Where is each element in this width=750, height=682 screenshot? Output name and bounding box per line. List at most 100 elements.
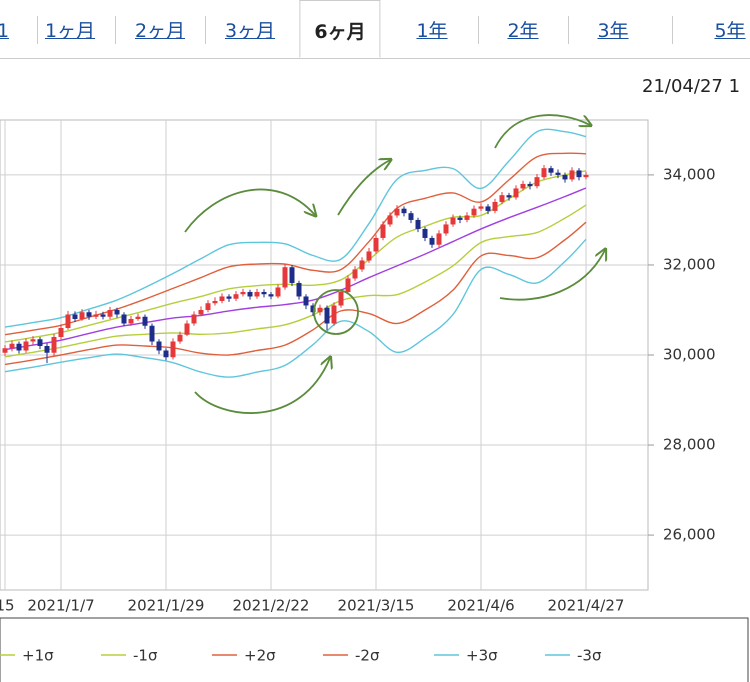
candle-body (492, 201, 498, 211)
candle-body (254, 291, 260, 297)
candles (2, 165, 589, 364)
candle-body (471, 208, 477, 216)
candle-body (86, 312, 92, 317)
candle-body (583, 174, 589, 178)
candle-body (401, 208, 407, 214)
candle-body (548, 168, 554, 173)
candle-body (58, 327, 64, 337)
highlight-circle (313, 289, 359, 335)
band-line (4, 187, 587, 351)
candle-body (513, 188, 519, 198)
candle-body (9, 343, 15, 349)
range-tab[interactable]: 6ヶ月 (299, 0, 381, 58)
annotations (184, 114, 605, 414)
tab-separator (205, 16, 206, 44)
band-line (4, 221, 587, 366)
arrow (494, 114, 590, 149)
range-tab[interactable]: 1年 (416, 20, 448, 42)
candle-body (282, 267, 288, 288)
candle-body (415, 219, 421, 229)
legend-label: -2σ (355, 647, 380, 665)
candle-body (562, 174, 568, 180)
candle-body (429, 237, 435, 245)
x-tick-label: 2021/1/7 (27, 597, 94, 615)
tab-separator (36, 16, 38, 44)
timestamp: 21/04/27 1 (642, 76, 741, 97)
candle-body (219, 296, 225, 301)
candle-body (506, 195, 512, 198)
candle-body (422, 228, 428, 238)
candle-body (478, 206, 484, 209)
candle-body (198, 309, 204, 315)
candle-body (317, 307, 323, 313)
band-line (4, 204, 587, 358)
candle-body (205, 303, 211, 310)
candle-body (534, 177, 540, 187)
candle-body (233, 294, 239, 299)
candle-body (65, 314, 71, 328)
x-tick-label: 2021/4/6 (447, 597, 514, 615)
candle-body (443, 224, 449, 234)
candle-body (527, 183, 533, 187)
candle-body (366, 251, 372, 261)
range-tab[interactable]: 3ヶ月 (224, 20, 276, 42)
legend-label: +1σ (22, 647, 54, 665)
candle-body (142, 316, 148, 326)
arrow (499, 250, 605, 301)
candle-body (373, 237, 379, 252)
candle-body (184, 323, 190, 335)
candle-body (226, 296, 232, 299)
candle-body (240, 291, 246, 295)
y-tick-label: 34,000 (663, 165, 716, 183)
candle-body (156, 341, 162, 351)
candle-body (247, 291, 253, 297)
candle-body (163, 350, 169, 358)
candle-body (51, 336, 57, 353)
candle-body (485, 206, 491, 211)
arrow (337, 160, 390, 216)
candle-body (23, 341, 29, 351)
candle-body (2, 348, 8, 353)
legend-label: +3σ (466, 647, 498, 665)
candle-body (275, 287, 281, 297)
candle-body (121, 314, 127, 324)
range-tab[interactable]: 3年 (597, 20, 629, 42)
range-tab[interactable]: 5年 (714, 20, 746, 42)
x-tick-label: 2021/3/15 (338, 597, 415, 615)
tab-separator (477, 16, 479, 44)
y-tick-label: 30,000 (663, 346, 716, 364)
candle-body (394, 208, 400, 216)
candle-body (296, 282, 302, 297)
x-tick-label: 2021/1/29 (128, 597, 205, 615)
candle-body (268, 294, 274, 297)
candle-body (114, 309, 120, 315)
candle-body (345, 278, 351, 292)
candle-body (541, 168, 547, 178)
candle-body (387, 215, 393, 225)
candle-body (170, 341, 176, 358)
candle-body (352, 269, 358, 279)
x-tick-label: 15 (0, 597, 15, 615)
candle-body (436, 233, 442, 245)
candle-body (135, 316, 141, 319)
legend-label: +2σ (244, 647, 276, 665)
candle-body (555, 172, 561, 175)
legend-label: -3σ (577, 647, 602, 665)
legend: +1σ -1σ +2σ -2σ +3σ -3σ (0, 647, 602, 665)
range-tab[interactable]: 2ヶ月 (134, 20, 186, 42)
range-tab[interactable]: 2年 (507, 20, 539, 42)
candle-body (30, 339, 36, 342)
range-tab[interactable]: 1ヶ月 (44, 20, 96, 42)
candle-body (107, 309, 113, 317)
candle-body (72, 314, 78, 319)
candle-body (338, 291, 344, 306)
candle-body (37, 339, 43, 346)
candle-body (499, 195, 505, 202)
range-tab[interactable]: 1 (0, 20, 10, 42)
candle-body (212, 300, 218, 304)
candle-body (520, 183, 526, 189)
candle-body (261, 291, 267, 295)
candle-body (149, 325, 155, 342)
candle-body (303, 296, 309, 306)
